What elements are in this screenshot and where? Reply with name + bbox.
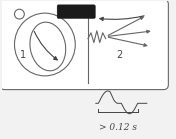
Text: 1: 1 [20,50,26,60]
Text: > 0.12 s: > 0.12 s [99,123,137,132]
FancyBboxPatch shape [57,5,95,18]
Text: 2: 2 [116,50,122,60]
FancyBboxPatch shape [0,0,168,90]
